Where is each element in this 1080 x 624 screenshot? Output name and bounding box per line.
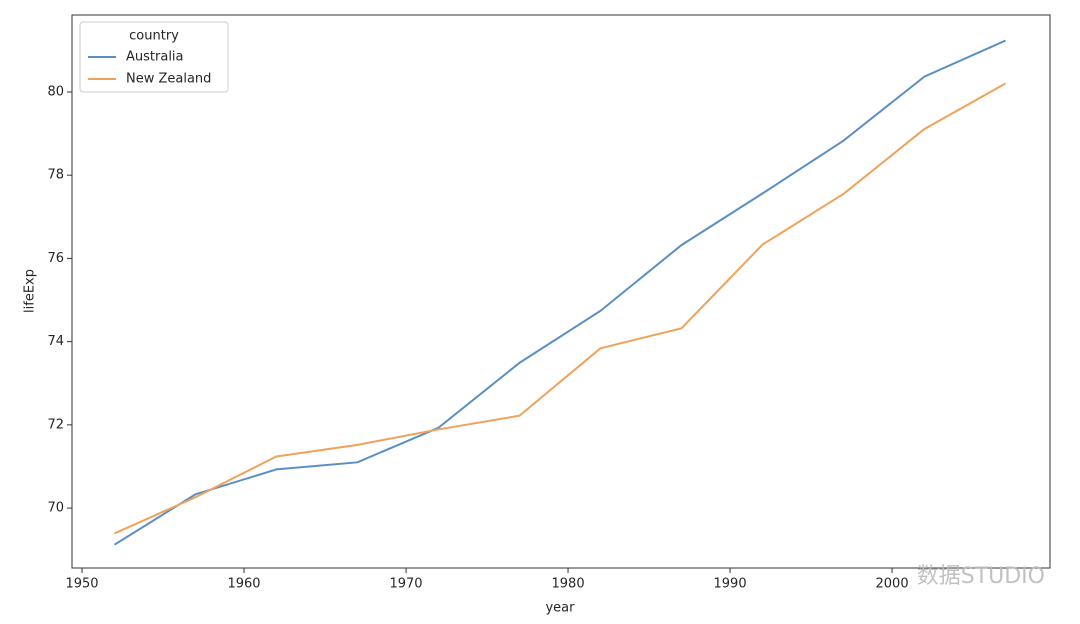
line-series bbox=[114, 82, 1006, 535]
y-tick-label: 80 bbox=[47, 84, 64, 99]
y-tick-label: 74 bbox=[47, 334, 64, 349]
legend-title: country bbox=[129, 29, 179, 44]
legend-label: New Zealand bbox=[126, 72, 211, 87]
x-tick-label: 1990 bbox=[714, 577, 747, 592]
y-axis-label: lifeExp bbox=[23, 269, 38, 313]
watermark: 数据STUDIO bbox=[917, 564, 1045, 589]
x-tick-label: 1980 bbox=[552, 577, 585, 592]
y-tick-label: 70 bbox=[47, 501, 64, 516]
x-tick-label: 1960 bbox=[227, 577, 260, 592]
plot-frame bbox=[71, 14, 1051, 569]
line-series bbox=[113, 39, 1006, 546]
x-axis-label: year bbox=[545, 601, 575, 616]
legend-box bbox=[79, 21, 229, 93]
y-tick-label: 72 bbox=[47, 417, 64, 432]
y-tick-label: 76 bbox=[47, 251, 64, 266]
x-tick-label: 2000 bbox=[876, 577, 909, 592]
x-tick-label: 1970 bbox=[389, 577, 422, 592]
plot-area bbox=[113, 39, 1006, 546]
legend-label: Australia bbox=[126, 50, 184, 65]
y-tick-label: 78 bbox=[47, 168, 64, 183]
x-tick-label: 1950 bbox=[65, 577, 98, 592]
